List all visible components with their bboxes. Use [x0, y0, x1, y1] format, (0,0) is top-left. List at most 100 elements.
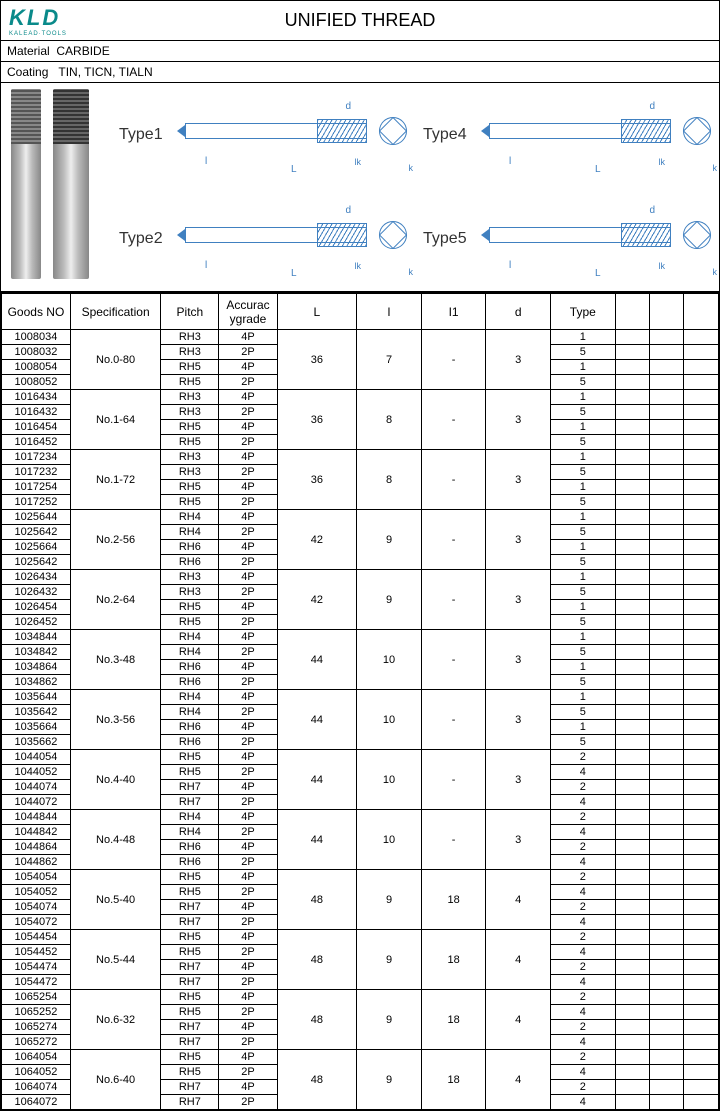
coating-row: Coating TIN, TICN, TIALN	[1, 62, 719, 83]
empty-cell	[684, 900, 719, 915]
pitch: RH5	[161, 495, 219, 510]
empty-cell	[615, 960, 649, 975]
pitch: RH3	[161, 465, 219, 480]
type-val: 1	[551, 390, 616, 405]
empty-cell	[615, 750, 649, 765]
empty-cell	[650, 885, 684, 900]
accuracy-grade: 4P	[219, 630, 277, 645]
dim-d: 3	[486, 690, 551, 750]
dim-d: 3	[486, 330, 551, 390]
empty-cell	[615, 1005, 649, 1020]
coating-label: Coating	[7, 65, 48, 79]
dim-l: 9	[357, 510, 422, 570]
dim-I1: -	[421, 510, 486, 570]
goods-no: 1025664	[2, 540, 71, 555]
empty-cell	[650, 390, 684, 405]
table-row: 1044054No.4-40RH54P4410-32	[2, 750, 719, 765]
type-val: 2	[551, 840, 616, 855]
pitch: RH7	[161, 780, 219, 795]
dim-I1: -	[421, 630, 486, 690]
goods-no: 1017234	[2, 450, 71, 465]
empty-cell	[615, 870, 649, 885]
empty-cell	[684, 840, 719, 855]
empty-cell	[650, 600, 684, 615]
accuracy-grade: 2P	[219, 435, 277, 450]
col-header-7: d	[486, 294, 551, 330]
pitch: RH3	[161, 345, 219, 360]
pitch: RH5	[161, 375, 219, 390]
goods-no: 1016454	[2, 420, 71, 435]
empty-cell	[650, 465, 684, 480]
empty-cell	[650, 705, 684, 720]
empty-cell	[615, 585, 649, 600]
type-val: 2	[551, 1050, 616, 1065]
dim-d: 3	[486, 450, 551, 510]
table-row: 1064054No.6-40RH54P4891842	[2, 1050, 719, 1065]
dim-I1: -	[421, 570, 486, 630]
type-val: 1	[551, 570, 616, 585]
empty-cell	[615, 645, 649, 660]
empty-cell	[650, 795, 684, 810]
type5-label: Type5	[423, 230, 473, 248]
dim-L: 48	[277, 1050, 357, 1110]
empty-cell	[615, 525, 649, 540]
dim-l: 10	[357, 630, 422, 690]
type-val: 4	[551, 1095, 616, 1110]
empty-cell	[684, 645, 719, 660]
empty-cell	[684, 690, 719, 705]
pitch: RH4	[161, 510, 219, 525]
accuracy-grade: 2P	[219, 675, 277, 690]
accuracy-grade: 2P	[219, 1005, 277, 1020]
empty-cell	[650, 915, 684, 930]
pitch: RH7	[161, 795, 219, 810]
empty-cell	[615, 450, 649, 465]
empty-cell	[684, 960, 719, 975]
dim-l: 10	[357, 750, 422, 810]
empty-cell	[650, 990, 684, 1005]
type-val: 1	[551, 450, 616, 465]
pitch: RH5	[161, 1065, 219, 1080]
goods-no: 1054452	[2, 945, 71, 960]
dim-L: 36	[277, 450, 357, 510]
empty-cell	[615, 765, 649, 780]
accuracy-grade: 4P	[219, 780, 277, 795]
accuracy-grade: 4P	[219, 900, 277, 915]
accuracy-grade: 4P	[219, 810, 277, 825]
tool-photo-2	[53, 89, 89, 279]
specification: No.4-40	[70, 750, 160, 810]
type-val: 1	[551, 330, 616, 345]
pitch: RH7	[161, 960, 219, 975]
goods-no: 1065272	[2, 1035, 71, 1050]
pitch: RH7	[161, 1080, 219, 1095]
empty-cell	[684, 750, 719, 765]
empty-cell	[615, 1050, 649, 1065]
empty-cell	[615, 840, 649, 855]
empty-cell	[684, 795, 719, 810]
empty-cell	[684, 780, 719, 795]
table-row: 1044844No.4-48RH44P4410-32	[2, 810, 719, 825]
empty-cell	[650, 945, 684, 960]
empty-cell	[615, 855, 649, 870]
col-header-10	[650, 294, 684, 330]
pitch: RH5	[161, 945, 219, 960]
goods-no: 1008034	[2, 330, 71, 345]
specification: No.6-40	[70, 1050, 160, 1110]
type-val: 2	[551, 810, 616, 825]
empty-cell	[615, 495, 649, 510]
pitch: RH5	[161, 615, 219, 630]
specification: No.1-72	[70, 450, 160, 510]
specification: No.1-64	[70, 390, 160, 450]
table-row: 1054054No.5-40RH54P4891842	[2, 870, 719, 885]
empty-cell	[684, 420, 719, 435]
accuracy-grade: 4P	[219, 870, 277, 885]
goods-no: 1026454	[2, 600, 71, 615]
type-val: 4	[551, 795, 616, 810]
goods-no: 1064074	[2, 1080, 71, 1095]
empty-cell	[650, 750, 684, 765]
empty-cell	[615, 570, 649, 585]
specification: No.3-48	[70, 630, 160, 690]
dim-L: 48	[277, 990, 357, 1050]
empty-cell	[684, 660, 719, 675]
specification: No.2-56	[70, 510, 160, 570]
pitch: RH7	[161, 1020, 219, 1035]
